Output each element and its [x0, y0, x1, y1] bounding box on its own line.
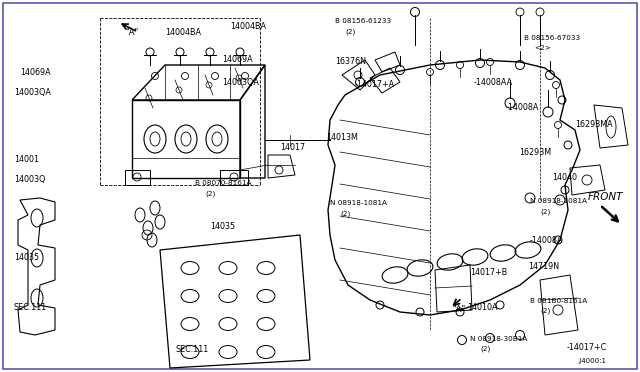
Text: N 08918-1081A: N 08918-1081A [330, 200, 387, 206]
Text: 16376N: 16376N [335, 57, 366, 66]
Text: 14017: 14017 [280, 143, 305, 152]
Text: "A": "A" [125, 28, 138, 37]
Text: 14003Q: 14003Q [14, 175, 45, 184]
Text: (2): (2) [480, 346, 490, 353]
Text: 16293MA: 16293MA [575, 120, 612, 129]
Text: .J4000:1: .J4000:1 [577, 358, 606, 364]
Text: 14003QA: 14003QA [222, 78, 259, 87]
Text: B 0B1B0-8161A: B 0B1B0-8161A [530, 298, 588, 304]
Text: -14017+C: -14017+C [567, 343, 607, 352]
Text: 14035: 14035 [14, 253, 39, 262]
Text: (2): (2) [540, 208, 550, 215]
Text: B 08070-8161A: B 08070-8161A [195, 180, 252, 186]
Text: 14004BA: 14004BA [230, 22, 266, 31]
Text: 14040: 14040 [552, 173, 577, 182]
Text: -14008A: -14008A [530, 236, 563, 245]
Text: -14008AA: -14008AA [474, 78, 513, 87]
Text: 14010A: 14010A [467, 303, 497, 312]
Text: -14017+A: -14017+A [355, 80, 395, 89]
Text: 14003QA: 14003QA [14, 88, 51, 97]
Text: B 08156-67033: B 08156-67033 [524, 35, 580, 41]
Text: 14004BA: 14004BA [165, 28, 201, 37]
Text: <2>: <2> [534, 45, 551, 51]
Text: B 08156-61233: B 08156-61233 [335, 18, 391, 24]
Text: 16293M: 16293M [519, 148, 551, 157]
Text: "A": "A" [452, 305, 465, 314]
Text: N 08918-30B1A: N 08918-30B1A [470, 336, 527, 342]
Text: (2): (2) [340, 210, 350, 217]
Text: (2): (2) [540, 308, 550, 314]
Text: 14035: 14035 [210, 222, 235, 231]
Text: 14013M: 14013M [326, 133, 358, 142]
Text: (2): (2) [345, 28, 355, 35]
Text: 14017+B: 14017+B [470, 268, 508, 277]
Text: 14069A: 14069A [222, 55, 253, 64]
Text: SEC.111: SEC.111 [14, 303, 47, 312]
Text: (2): (2) [205, 190, 215, 196]
Text: N 08918-1081A: N 08918-1081A [530, 198, 587, 204]
Text: 14001: 14001 [14, 155, 39, 164]
Text: 14719N: 14719N [528, 262, 559, 271]
Text: SEC.111: SEC.111 [175, 345, 208, 354]
Text: 14069A: 14069A [20, 68, 51, 77]
Text: -14008A: -14008A [506, 103, 540, 112]
Text: FRONT: FRONT [588, 192, 623, 202]
